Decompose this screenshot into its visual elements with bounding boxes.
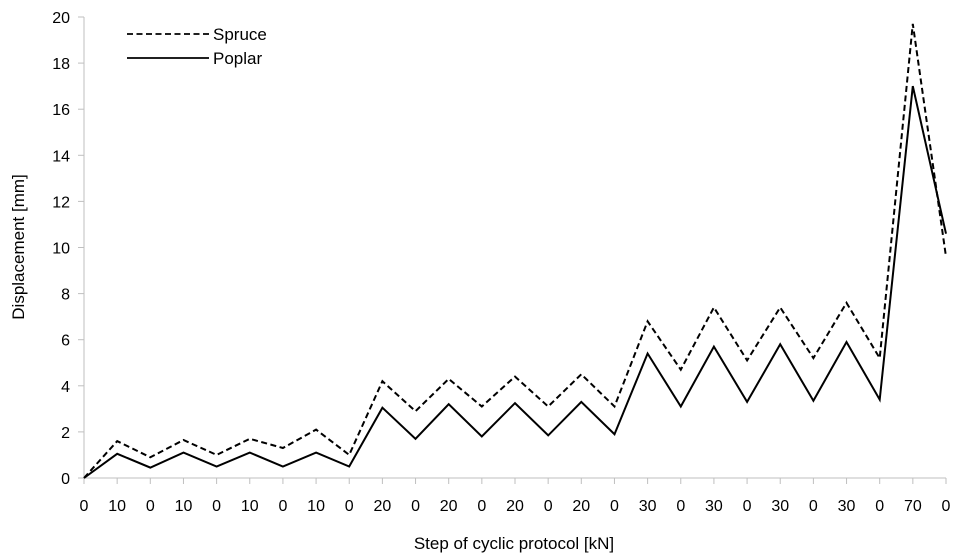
x-tick-label: 10	[307, 498, 325, 515]
y-tick-label: 14	[52, 148, 70, 165]
x-tick-label: 0	[477, 498, 486, 515]
series-line-spruce	[83, 23, 947, 479]
y-tick-label: 20	[52, 10, 70, 27]
y-tick-label: 16	[52, 102, 70, 119]
x-tick-label: 30	[639, 498, 657, 515]
x-tick-label: 30	[838, 498, 856, 515]
y-tick-label: 4	[61, 379, 70, 396]
x-axis: 0 10 0 10 0 10 0 10 0 20 0 20 0 20 0 20 0 30 0 30 0 30 0 30 0 70 0	[80, 477, 951, 515]
y-tick-label: 12	[52, 194, 70, 211]
x-tick-label: 30	[705, 498, 723, 515]
x-tick-label: 10	[241, 498, 259, 515]
x-tick-label: 10	[108, 498, 126, 515]
series-lines	[83, 23, 947, 479]
legend-label-spruce: Spruce	[213, 25, 267, 44]
x-tick-label: 20	[373, 498, 391, 515]
x-tick-label: 0	[676, 498, 685, 515]
x-tick-label: 0	[942, 498, 951, 515]
series-line-poplar	[83, 85, 947, 479]
x-tick-label: 0	[278, 498, 287, 515]
x-tick-label: 20	[440, 498, 458, 515]
x-tick-label: 0	[743, 498, 752, 515]
y-tick-label: 18	[52, 56, 70, 73]
y-axis-title: Displacement [mm]	[9, 174, 28, 319]
x-tick-label: 20	[572, 498, 590, 515]
legend-label-poplar: Poplar	[213, 49, 262, 68]
x-tick-label: 0	[544, 498, 553, 515]
x-tick-label: 0	[411, 498, 420, 515]
x-tick-label: 0	[875, 498, 884, 515]
x-tick-label: 0	[610, 498, 619, 515]
x-tick-label: 30	[771, 498, 789, 515]
x-tick-label: 10	[175, 498, 193, 515]
y-axis: 0 2 4 6 8 10 12 14 16 18 20	[52, 10, 85, 488]
y-tick-label: 0	[61, 471, 70, 488]
x-axis-title: Step of cyclic protocol [kN]	[414, 534, 614, 553]
x-tick-label: 0	[212, 498, 221, 515]
y-tick-label: 2	[61, 425, 70, 442]
y-tick-label: 6	[61, 333, 70, 350]
x-tick-label: 0	[809, 498, 818, 515]
x-tick-label: 70	[904, 498, 922, 515]
y-tick-label: 8	[61, 287, 70, 304]
x-tick-label: 0	[146, 498, 155, 515]
y-tick-label: 10	[52, 241, 70, 258]
x-tick-label: 20	[506, 498, 524, 515]
x-tick-label: 0	[345, 498, 354, 515]
legend: Spruce Poplar	[127, 25, 267, 68]
x-tick-label: 0	[80, 498, 89, 515]
